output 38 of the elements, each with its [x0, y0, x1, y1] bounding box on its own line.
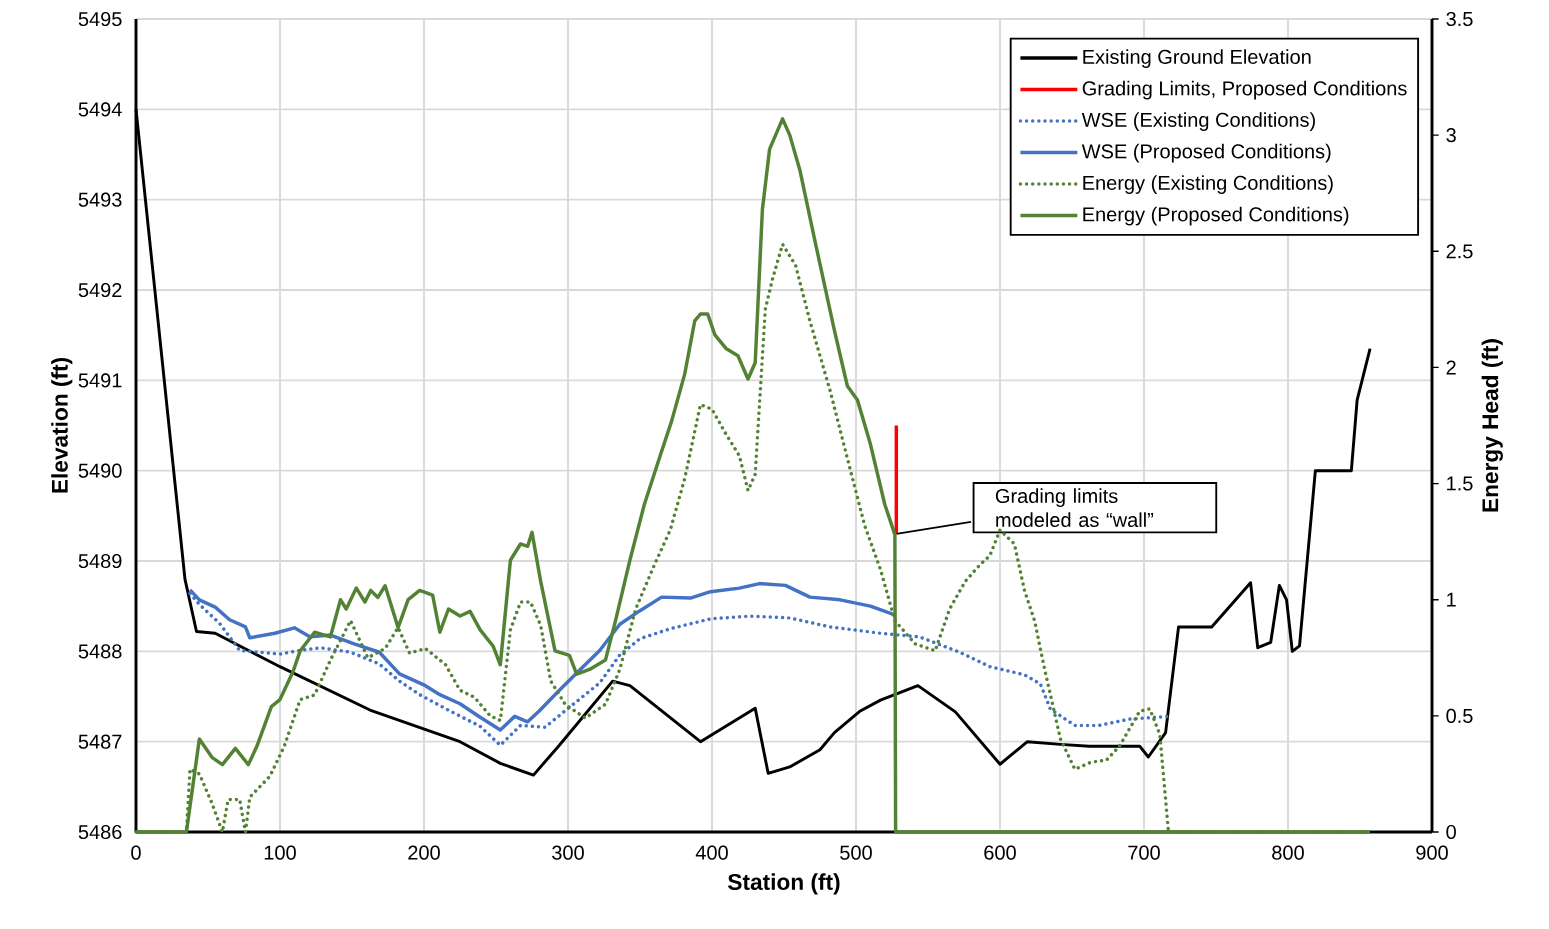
x-tick-label: 500	[840, 845, 872, 860]
y-tick-label: 5486	[78, 824, 122, 840]
y2-tick-label: 0.5	[1446, 708, 1473, 723]
x-tick-label: 0	[131, 845, 141, 860]
legend-label: Grading Limits, Proposed Conditions	[1082, 80, 1407, 100]
y-tick-label: 5492	[78, 282, 122, 298]
x-tick-label: 100	[264, 845, 296, 860]
x-tick-label: 200	[408, 845, 440, 860]
y-axis-title: Elevation (ft)	[51, 358, 73, 493]
y2-tick-label: 0	[1446, 824, 1456, 840]
legend-label: Energy (Proposed Conditions)	[1083, 206, 1349, 226]
y2-tick-label: 1.5	[1447, 476, 1473, 491]
y-tick-label: 5491	[78, 373, 122, 388]
y2-tick-label: 3	[1446, 128, 1456, 143]
x-tick-label: 900	[1416, 845, 1448, 860]
x-tick-label: 400	[695, 845, 728, 860]
y2-axis-title: Energy Head (ft)	[1481, 339, 1503, 512]
x-tick-label: 600	[984, 845, 1016, 860]
legend-label: WSE (Existing Conditions)	[1081, 112, 1315, 131]
legend-label: Existing Ground Elevation	[1083, 49, 1311, 68]
y-tick-label: 5495	[78, 11, 122, 27]
annotation: Grading limits modeled as “wall”	[995, 488, 1154, 528]
y-tick-label: 5487	[78, 734, 122, 749]
y2-tick-label: 2.5	[1446, 244, 1473, 259]
y2-tick-label: 3.5	[1446, 11, 1473, 27]
y-tick-label: 5488	[78, 644, 122, 659]
x-tick-label: 300	[552, 845, 584, 860]
x-tick-label: 800	[1272, 845, 1304, 860]
y-tick-label: 5494	[78, 102, 122, 117]
y2-tick-label: 1	[1447, 592, 1456, 607]
y2-tick-label: 2	[1446, 360, 1456, 375]
legend-label: Energy (Existing Conditions)	[1083, 175, 1333, 194]
legend-label: WSE (Proposed Conditions)	[1081, 143, 1331, 163]
y-tick-label: 5490	[78, 463, 122, 478]
y-tick-label: 5493	[78, 192, 122, 207]
x-axis-title: Station (ft)	[728, 873, 840, 895]
y-tick-label: 5489	[78, 553, 122, 569]
x-tick-label: 700	[1128, 845, 1160, 860]
